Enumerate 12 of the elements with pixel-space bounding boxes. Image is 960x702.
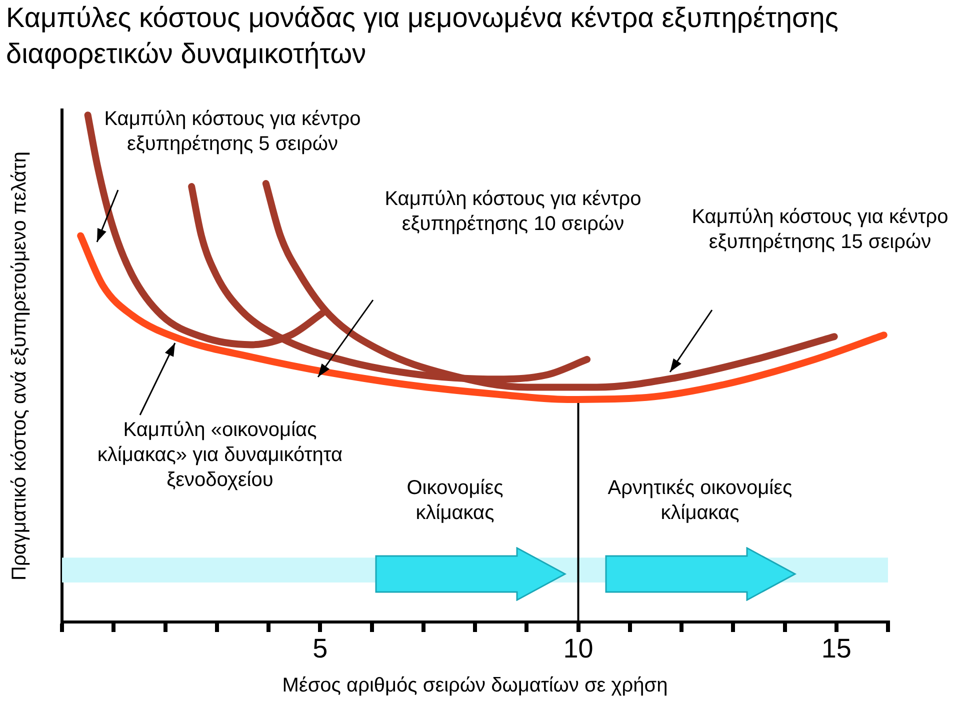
y-axis-title: Πραγματικό κόστος ανά εξυπηρετούμενο πελάτη (8, 152, 31, 580)
annotation: Καμπύλη κόστους για κέντρο εξυπηρέτησης 5 σειρών (103, 107, 362, 157)
annotation: Καμπύλη «οικονομίας κλίμακας» για δυναμικότητα ξενοδοχείου (96, 418, 344, 493)
x-tick-label: 5 (312, 634, 328, 664)
x-tick-label: 10 (563, 634, 594, 664)
x-axis-title: Μέσος αριθμός σειρών δωματίων σε χρήση (282, 674, 668, 697)
annotation: Καμπύλη κόστους για κέντρο εξυπηρέτησης 10 σειρών (384, 187, 642, 237)
x-tick-label: 15 (821, 634, 852, 664)
annotation: Οικονομίες κλίμακας (406, 476, 504, 526)
annotation: Αρνητικές οικονομίες κλίμακας (606, 476, 794, 526)
annotation: Καμπύλη κόστους για κέντρο εξυπηρέτησης 15 σειρών (690, 205, 950, 255)
chart-title: Καμπύλες κόστους μονάδας για μεμονωμένα κέντρα εξυπηρέτησης διαφορετικών δυναμικοτήτων (6, 2, 838, 69)
